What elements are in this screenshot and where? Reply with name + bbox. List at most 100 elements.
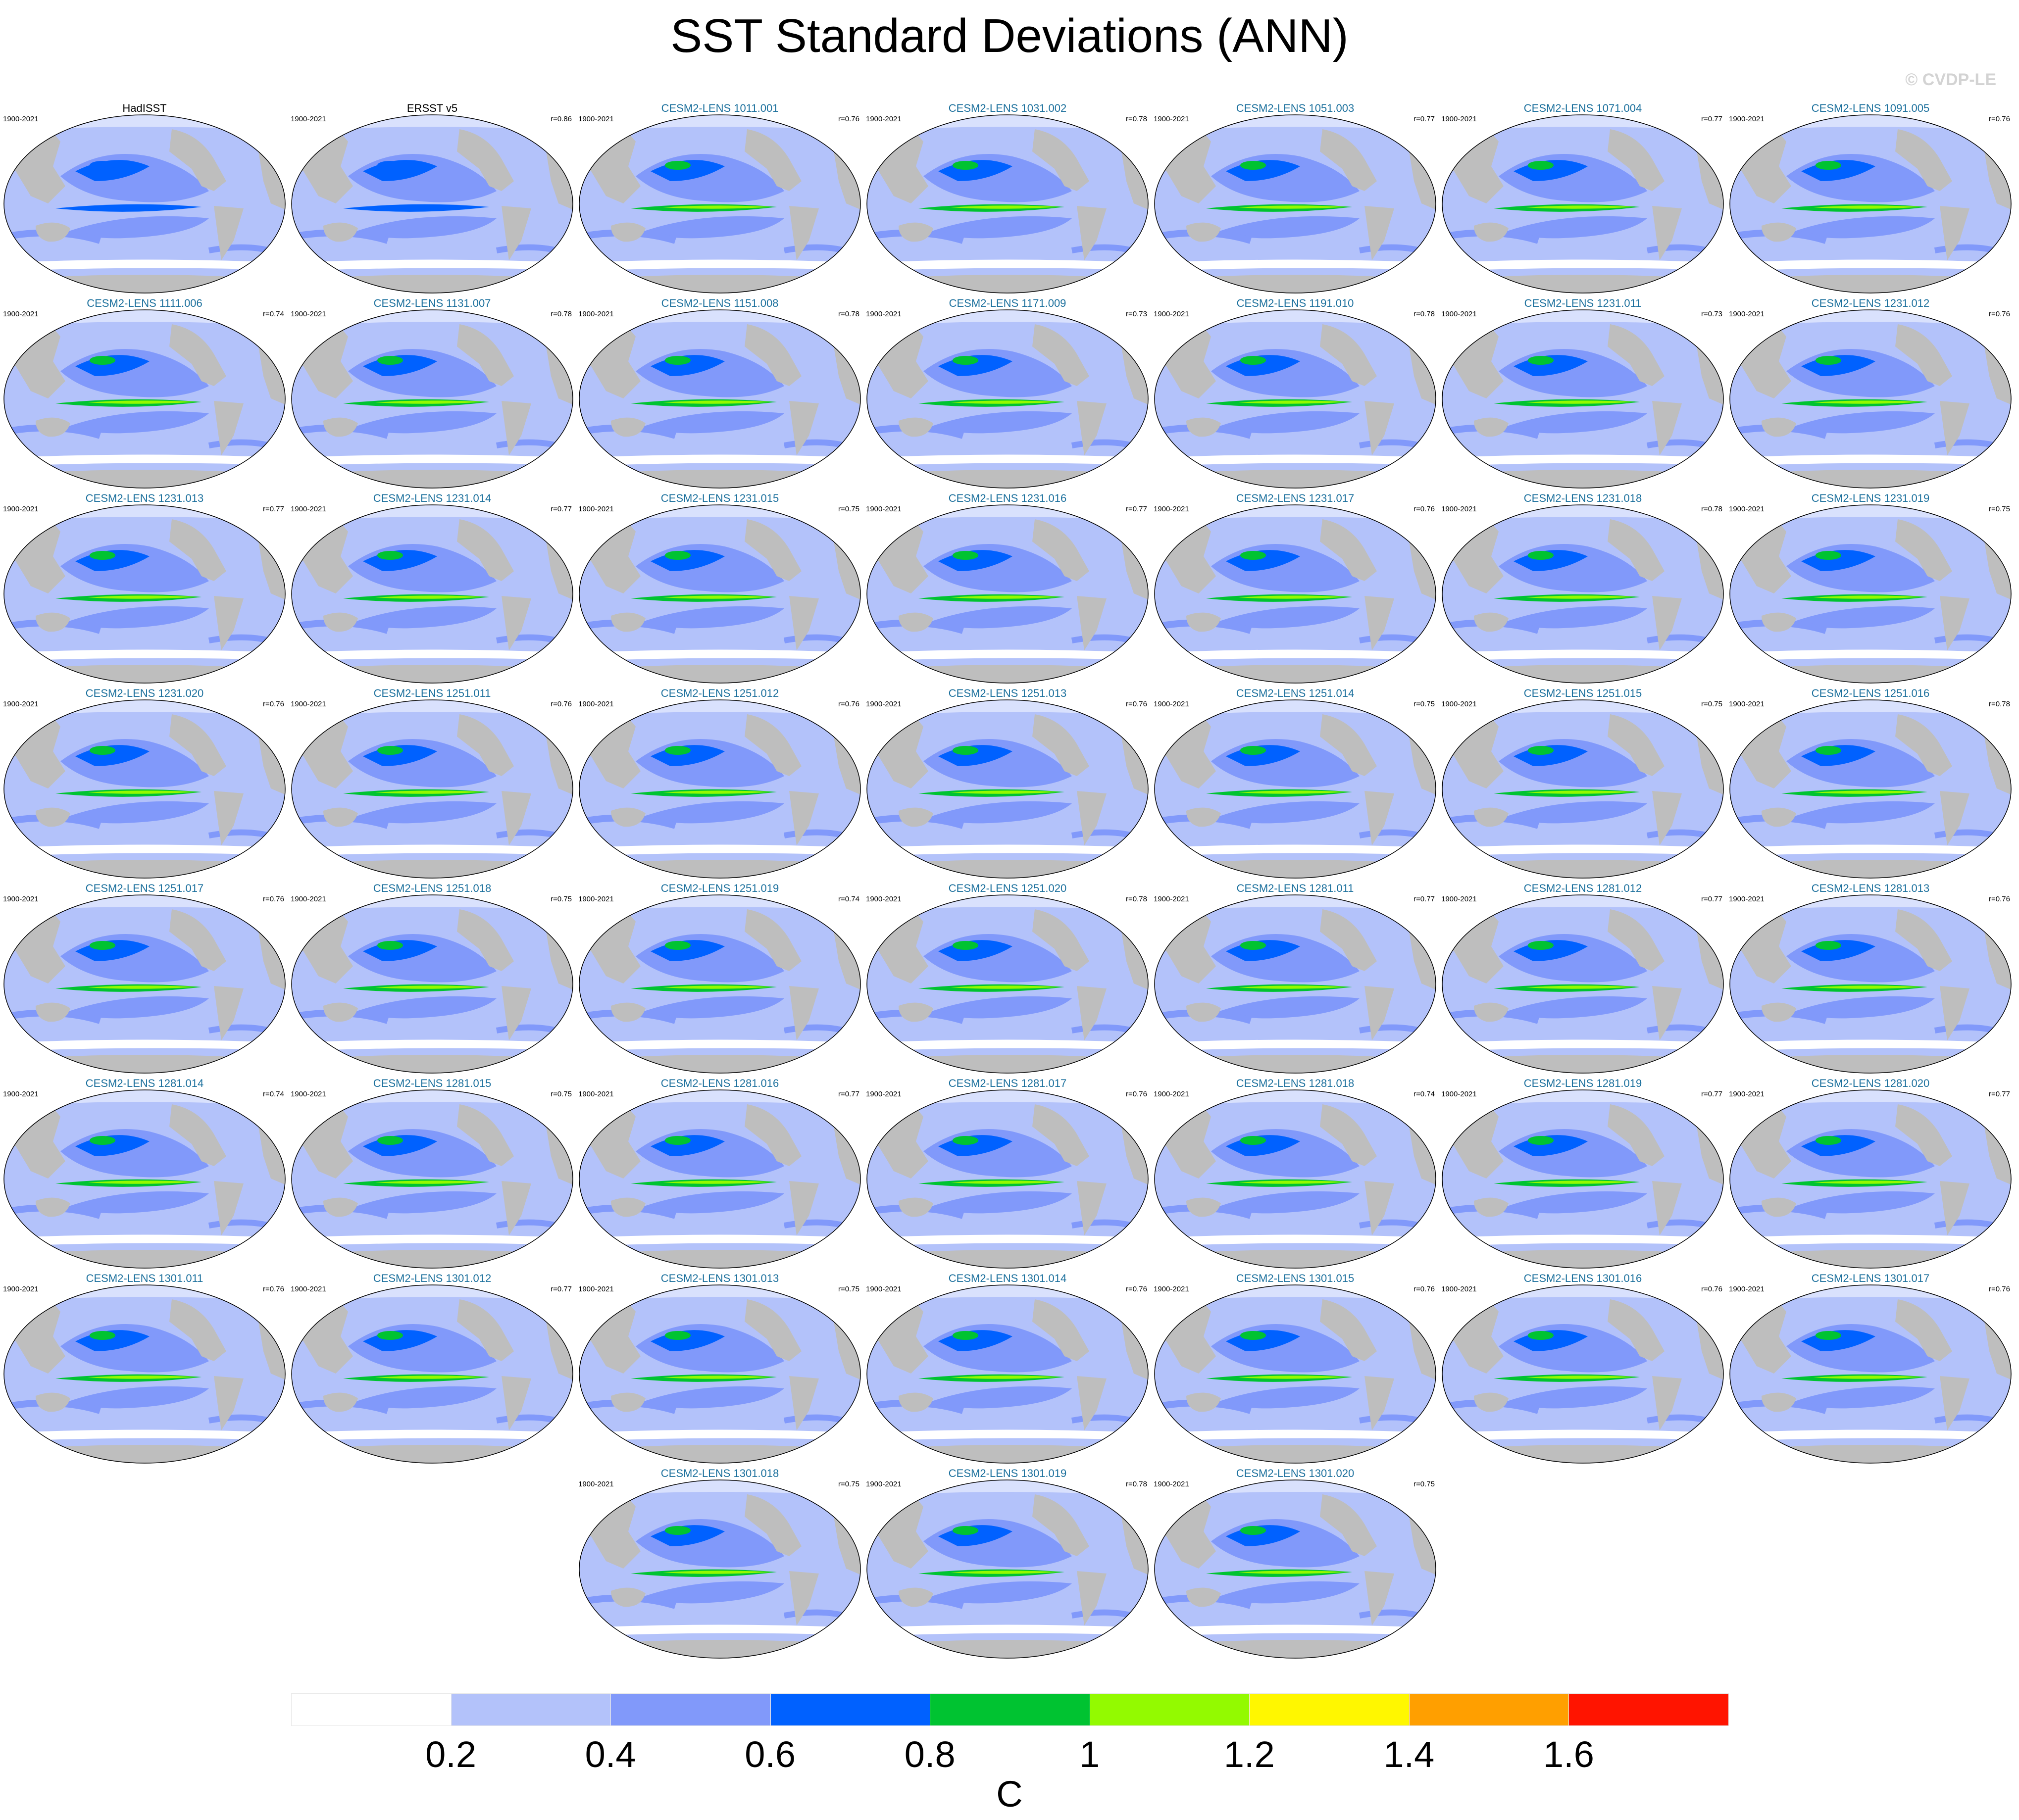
- panel-correlation: r=0.77: [551, 1285, 572, 1293]
- world-map: [579, 504, 861, 684]
- panel-years: 1900-2021: [578, 115, 614, 123]
- world-map: [579, 1284, 861, 1464]
- panel-title: CESM2-LENS 1031.002: [948, 102, 1067, 114]
- panel-correlation: r=0.74: [1413, 1090, 1435, 1098]
- world-map: [866, 309, 1149, 489]
- map-panel: CESM2-LENS 1171.009 1900-2021 r=0.73: [864, 297, 1151, 493]
- panel-title: CESM2-LENS 1231.017: [1236, 492, 1355, 504]
- panel-title: CESM2-LENS 1301.016: [1523, 1272, 1642, 1284]
- map-panel: CESM2-LENS 1251.017 1900-2021 r=0.76: [1, 882, 288, 1078]
- colorbar-swatch: [770, 1693, 931, 1726]
- panel-years: 1900-2021: [578, 310, 614, 318]
- map-panel: CESM2-LENS 1281.019 1900-2021 r=0.77: [1439, 1077, 1726, 1273]
- colorbar-swatch: [930, 1693, 1090, 1726]
- panel-years: 1900-2021: [291, 310, 326, 318]
- panel-years: 1900-2021: [1154, 1090, 1189, 1098]
- map-panel: CESM2-LENS 1231.015 1900-2021 r=0.75: [576, 492, 863, 688]
- colorbar-swatch: [1249, 1693, 1410, 1726]
- map-panel: CESM2-LENS 1231.018 1900-2021 r=0.78: [1439, 492, 1726, 688]
- panel-title: CESM2-LENS 1281.012: [1523, 882, 1642, 894]
- panel-title: CESM2-LENS 1231.016: [948, 492, 1067, 504]
- map-panel: CESM2-LENS 1111.006 1900-2021 r=0.74: [1, 297, 288, 493]
- panel-correlation: r=0.77: [1701, 115, 1722, 123]
- world-map: [1442, 1089, 1724, 1269]
- panel-title: CESM2-LENS 1301.015: [1236, 1272, 1355, 1284]
- world-map: [1442, 504, 1724, 684]
- panel-title: CESM2-LENS 1111.006: [87, 297, 202, 309]
- world-map: [291, 894, 573, 1074]
- world-map: [866, 1479, 1149, 1659]
- panel-correlation: r=0.77: [1126, 505, 1147, 513]
- map-panel: CESM2-LENS 1251.019 1900-2021 r=0.74: [576, 882, 863, 1078]
- panel-correlation: r=0.75: [838, 1285, 859, 1293]
- panel-title: CESM2-LENS 1011.001: [661, 102, 779, 114]
- world-map: [291, 1089, 573, 1269]
- panel-correlation: r=0.76: [1413, 505, 1435, 513]
- panel-correlation: r=0.74: [263, 310, 284, 318]
- panel-years: 1900-2021: [291, 1090, 326, 1098]
- map-panel: CESM2-LENS 1231.013 1900-2021 r=0.77: [1, 492, 288, 688]
- world-map: [3, 1284, 286, 1464]
- world-map: [1442, 894, 1724, 1074]
- panel-title: CESM2-LENS 1281.013: [1811, 882, 1930, 894]
- world-map: [3, 309, 286, 489]
- panel-years: 1900-2021: [1441, 115, 1477, 123]
- world-map: [1154, 504, 1436, 684]
- panel-years: 1900-2021: [291, 700, 326, 708]
- credit-watermark: © CVDP-LE: [1905, 70, 1996, 89]
- panel-correlation: r=0.76: [1989, 895, 2010, 903]
- map-panel: CESM2-LENS 1231.017 1900-2021 r=0.76: [1152, 492, 1439, 688]
- world-map: [1729, 114, 2012, 294]
- panel-years: 1900-2021: [1729, 895, 1765, 903]
- panel-title: CESM2-LENS 1251.011: [373, 687, 491, 699]
- colorbar-swatch: [1568, 1693, 1729, 1726]
- panel-title: CESM2-LENS 1231.014: [373, 492, 492, 504]
- panel-years: 1900-2021: [866, 1090, 902, 1098]
- panel-title: CESM2-LENS 1191.010: [1236, 297, 1354, 309]
- panel-correlation: r=0.76: [1701, 1285, 1722, 1293]
- panel-correlation: r=0.75: [1413, 700, 1435, 708]
- panel-title: CESM2-LENS 1251.012: [660, 687, 779, 699]
- panel-correlation: r=0.78: [1989, 700, 2010, 708]
- panel-years: 1900-2021: [1154, 1480, 1189, 1488]
- panel-title: CESM2-LENS 1231.019: [1811, 492, 1930, 504]
- world-map: [1154, 309, 1436, 489]
- map-panel: CESM2-LENS 1301.020 1900-2021 r=0.75: [1152, 1467, 1439, 1663]
- world-map: [291, 1284, 573, 1464]
- panel-years: 1900-2021: [578, 700, 614, 708]
- panel-correlation: r=0.76: [551, 700, 572, 708]
- world-map: [3, 1089, 286, 1269]
- world-map: [866, 1089, 1149, 1269]
- panel-correlation: r=0.75: [1701, 700, 1722, 708]
- world-map: [1442, 114, 1724, 294]
- panel-years: 1900-2021: [291, 895, 326, 903]
- panel-years: 1900-2021: [1154, 310, 1189, 318]
- world-map: [291, 504, 573, 684]
- panel-years: 1900-2021: [1729, 310, 1765, 318]
- world-map: [291, 114, 573, 294]
- panel-years: 1900-2021: [1154, 115, 1189, 123]
- map-panel: CESM2-LENS 1191.010 1900-2021 r=0.78: [1152, 297, 1439, 493]
- colorbar-tick-label: 0.6: [745, 1734, 796, 1775]
- world-map: [579, 699, 861, 879]
- panel-correlation: r=0.78: [1126, 115, 1147, 123]
- panel-years: 1900-2021: [1441, 1285, 1477, 1293]
- map-panel: CESM2-LENS 1281.017 1900-2021 r=0.76: [864, 1077, 1151, 1273]
- panel-years: 1900-2021: [1441, 895, 1477, 903]
- panel-correlation: r=0.78: [838, 310, 859, 318]
- panel-correlation: r=0.77: [1701, 895, 1722, 903]
- panel-correlation: r=0.76: [263, 700, 284, 708]
- world-map: [866, 114, 1149, 294]
- panel-years: 1900-2021: [1441, 505, 1477, 513]
- panel-years: 1900-2021: [866, 505, 902, 513]
- panel-title: CESM2-LENS 1301.020: [1236, 1467, 1355, 1479]
- world-map: [579, 894, 861, 1074]
- panel-title: CESM2-LENS 1231.018: [1523, 492, 1642, 504]
- panel-title: CESM2-LENS 1301.017: [1811, 1272, 1930, 1284]
- panel-years: 1900-2021: [3, 310, 39, 318]
- panel-correlation: r=0.75: [838, 505, 859, 513]
- panel-correlation: r=0.77: [551, 505, 572, 513]
- world-map: [579, 1479, 861, 1659]
- map-panel: CESM2-LENS 1011.001 1900-2021 r=0.76: [576, 102, 863, 298]
- panel-years: 1900-2021: [578, 1090, 614, 1098]
